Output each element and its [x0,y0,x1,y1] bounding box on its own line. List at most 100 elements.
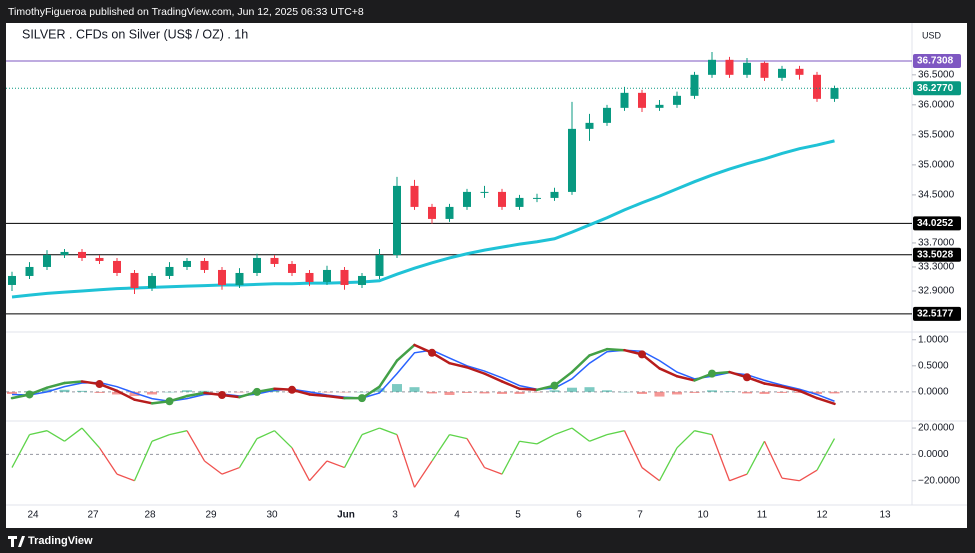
cross-dot [253,387,261,396]
fast-line-segment [570,354,591,374]
candle-body [60,251,69,255]
oscillator-segment [676,430,695,449]
fast-line-segment [658,367,679,378]
histogram-bar [234,391,245,393]
candle-body [200,260,209,270]
candle-body [568,128,576,192]
level-label: 33.5028 [917,249,954,260]
histogram-bar [619,391,630,393]
fast-line-segment [448,361,469,369]
oscillator-segment [781,477,800,482]
oscillator-segment [519,440,538,445]
y-tick-label: −20.0000 [918,475,960,486]
candle-body [218,269,226,285]
histogram-bar [42,389,52,392]
histogram-bar [164,391,175,393]
candle-body [533,197,541,199]
x-tick-label: 3 [392,510,398,521]
candle-body [603,107,611,123]
candle-body [253,257,261,273]
oscillator-segment [11,434,31,468]
histogram-bar [584,387,595,392]
y-tick-label: 0.0000 [918,387,949,398]
fast-line-segment [483,372,504,383]
oscillator-segment [238,438,258,468]
oscillator-segment [589,434,608,442]
histogram-bar [462,391,472,393]
candle-body [445,206,454,219]
histogram-bar [672,391,682,395]
histogram-bar [199,390,210,392]
x-tick-label: 7 [637,510,643,521]
y-tick-label: 35.0000 [918,160,955,171]
fast-line-segment [780,385,801,393]
fast-line-segment [45,381,66,389]
fast-line-segment [395,343,416,362]
histogram-bar [497,391,507,394]
candle-body [585,122,594,129]
level-label-bg [913,216,961,231]
candle-body [428,206,436,219]
level-label-bg [913,53,961,68]
candle-body [655,104,664,108]
cross-dot [218,390,226,399]
oscillator-segment [501,440,521,475]
oscillator-segment [711,434,731,481]
fast-line-segment [63,380,84,385]
fast-line-segment [115,389,136,401]
cross-dot [165,397,174,406]
y-tick-label: 33.3000 [918,262,955,273]
candle-body [323,269,331,282]
oscillator-segment [291,447,311,482]
oscillator-segment [449,434,468,440]
histogram-bar [322,391,332,393]
oscillator-segment [256,430,275,440]
y-tick-label: 36.5000 [918,69,955,80]
oscillator-segment [98,447,118,475]
cross-dot [358,394,366,403]
histogram-bar [759,391,770,394]
y-tick-label: 32.9000 [918,286,955,297]
oscillator-segment [623,430,643,468]
candle-body [165,266,174,276]
candle-body [778,68,786,78]
oscillator-segment [431,434,451,462]
candle-body [760,62,769,78]
oscillator-segment [81,427,100,449]
fast-line-segment [325,394,346,400]
candle-body [393,185,401,255]
oscillator-segment [343,434,363,468]
histogram-bar [59,389,70,392]
candle-body [550,191,559,198]
y-tick-label: 20.0000 [918,423,955,434]
y-tick-label: 36.0000 [918,99,955,110]
fast-line-segment [308,393,329,398]
candle-body [305,272,314,282]
x-tick-label: 27 [87,510,99,521]
fast-line-segment [518,387,539,392]
x-tick-label: 13 [879,510,891,521]
candle-body [813,74,821,99]
oscillator-segment [413,460,433,488]
oscillator-segment [466,438,486,468]
candle-body [183,260,191,267]
histogram-bar [374,388,385,392]
candle-body [673,95,681,105]
fast-line-segment [185,391,206,398]
oscillator-segment [606,430,625,436]
oscillator-segment [799,469,818,482]
oscillator-segment [816,438,836,471]
histogram-bar [514,391,525,394]
histogram-bar [794,391,805,393]
oscillator-segment [571,427,590,442]
oscillator-segment [396,434,416,488]
oscillator-segment [29,430,48,436]
histogram-bar [742,391,752,394]
x-tick-label: 29 [205,510,217,521]
histogram-bar [567,387,577,392]
oscillator-segment [729,473,748,482]
histogram-bar [654,391,665,397]
histogram-bar [147,391,157,395]
